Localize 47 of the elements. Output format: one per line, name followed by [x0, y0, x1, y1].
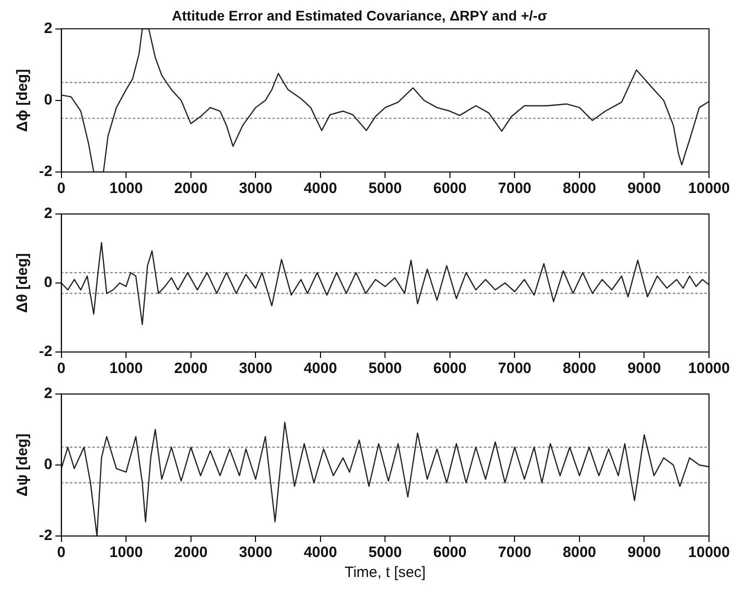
x-axis-title: Time, t [sec]: [344, 564, 426, 582]
y-tick-label: -2: [38, 527, 52, 544]
y-tick-label: 0: [44, 456, 52, 474]
x-tick-label: 10000: [688, 360, 730, 378]
x-tick-label: 3000: [238, 544, 272, 562]
x-tick-label: 2000: [174, 360, 208, 378]
x-tick-label: 7000: [498, 360, 532, 378]
x-tick-label: 8000: [562, 544, 596, 562]
y-tick-label: 2: [44, 20, 52, 37]
x-tick-label: 6000: [433, 544, 467, 562]
x-tick-label: 8000: [562, 360, 596, 378]
x-tick-label: 8000: [562, 180, 596, 198]
x-tick-label: 3000: [238, 180, 272, 198]
x-tick-label: 5000: [368, 544, 402, 562]
x-tick-label: 4000: [304, 180, 338, 198]
y-tick-label: -2: [38, 343, 52, 360]
x-tick-label: 5000: [368, 360, 402, 378]
x-tick-label: 10000: [688, 180, 730, 198]
x-tick-label: 0: [57, 544, 66, 562]
y-tick-label: 0: [44, 92, 52, 109]
chart-title: Attitude Error and Estimated Covariance, ΔRPY and +/-σ: [172, 7, 548, 24]
x-tick-label: 9000: [628, 544, 661, 562]
x-tick-label: 3000: [238, 360, 272, 378]
y-tick-label: 0: [44, 274, 52, 292]
y-tick-label: 2: [44, 385, 52, 402]
y-axis-title: Δψ [deg]: [14, 434, 32, 496]
x-tick-label: 10000: [688, 544, 730, 562]
x-tick-label: 4000: [304, 544, 338, 562]
x-tick-label: 0: [57, 180, 66, 198]
x-tick-label: 1000: [109, 180, 143, 198]
x-tick-label: 2000: [174, 544, 208, 562]
x-tick-label: 1000: [109, 544, 143, 562]
x-tick-label: 7000: [498, 180, 532, 198]
x-tick-label: 7000: [498, 544, 532, 562]
x-tick-label: 0: [57, 360, 66, 378]
y-tick-label: -2: [38, 163, 52, 180]
x-tick-label: 6000: [433, 360, 467, 378]
x-tick-label: 1000: [109, 360, 143, 378]
y-axis-title: Δθ [deg]: [14, 253, 32, 313]
x-tick-label: 5000: [368, 180, 402, 198]
x-tick-label: 2000: [174, 180, 208, 198]
x-tick-label: 9000: [628, 360, 661, 378]
x-tick-label: 9000: [628, 180, 661, 198]
y-axis-title: Δϕ [deg]: [14, 68, 32, 132]
x-tick-label: 6000: [433, 180, 467, 198]
x-tick-label: 4000: [304, 360, 338, 378]
y-tick-label: 2: [44, 205, 52, 222]
